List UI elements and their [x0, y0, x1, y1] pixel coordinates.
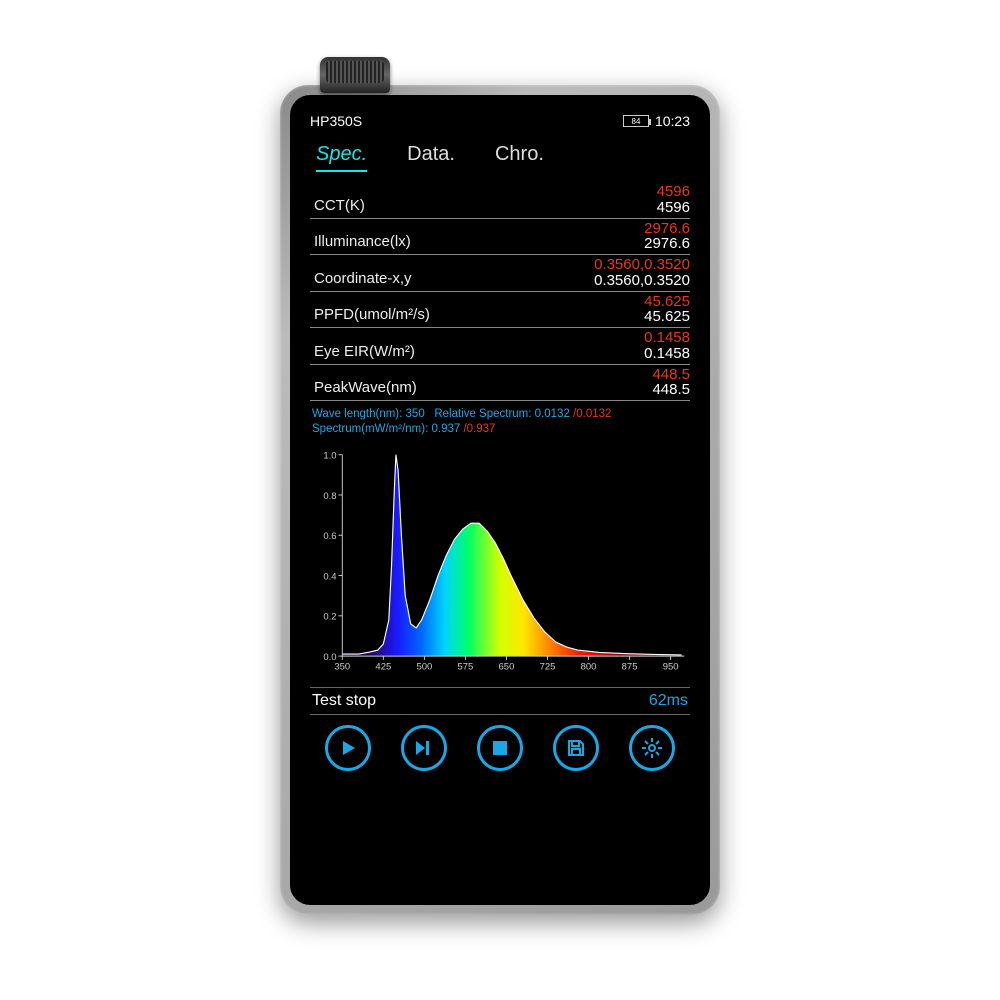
tab-data[interactable]: Data.	[407, 143, 455, 172]
svg-text:350: 350	[334, 661, 350, 672]
spectrum-readout: Wave length(nm): 350 Relative Spectrum: …	[312, 407, 690, 437]
svg-text:0.4: 0.4	[323, 571, 336, 582]
svg-text:650: 650	[499, 661, 515, 672]
reading-row: PPFD(umol/m²/s) 45.625 45.625	[310, 292, 690, 329]
reading-row: CCT(K) 4596 4596	[310, 182, 690, 219]
reading-value-white: 0.3560,0.3520	[594, 272, 690, 289]
reading-label: Eye EIR(W/m²)	[314, 343, 415, 362]
reading-value-white: 2976.6	[644, 235, 690, 252]
reading-label: PPFD(umol/m²/s)	[314, 306, 430, 325]
stop-button[interactable]	[477, 725, 523, 771]
reading-label: CCT(K)	[314, 197, 365, 216]
svg-text:500: 500	[416, 661, 432, 672]
reading-value-red: 4596	[657, 183, 690, 200]
reading-value-red: 448.5	[652, 366, 690, 383]
svg-text:725: 725	[540, 661, 556, 672]
footer-bar: Test stop 62ms	[310, 687, 690, 715]
save-button[interactable]	[553, 725, 599, 771]
reading-row: Coordinate-x,y 0.3560,0.3520 0.3560,0.35…	[310, 255, 690, 292]
model-label: HP350S	[310, 113, 362, 129]
reading-value-white: 4596	[657, 199, 690, 216]
svg-text:800: 800	[581, 661, 597, 672]
svg-text:0.6: 0.6	[323, 531, 336, 542]
svg-text:950: 950	[663, 661, 679, 672]
device-body: HP350S 84 10:23 Spec. Data. Chro. CCT(K) 4…	[280, 85, 720, 915]
spectrum-svg: 0.00.20.40.60.81.03504255005756507258008…	[310, 443, 690, 683]
reading-label: PeakWave(nm)	[314, 379, 417, 398]
svg-text:575: 575	[457, 661, 473, 672]
svg-text:0.8: 0.8	[323, 491, 336, 502]
reading-value-red: 0.3560,0.3520	[594, 256, 690, 273]
readings-table: CCT(K) 4596 4596Illuminance(lx) 2976.6 2…	[310, 182, 690, 401]
clock: 10:23	[655, 113, 690, 129]
integration-time: 62ms	[649, 692, 688, 710]
physical-knob	[320, 57, 390, 93]
tab-chro[interactable]: Chro.	[495, 143, 544, 172]
screen: HP350S 84 10:23 Spec. Data. Chro. CCT(K) 4…	[290, 95, 710, 905]
reading-value-white: 45.625	[644, 308, 690, 325]
reading-value-red: 45.625	[644, 293, 690, 310]
reading-label: Illuminance(lx)	[314, 233, 411, 252]
play-button[interactable]	[325, 725, 371, 771]
svg-text:875: 875	[622, 661, 638, 672]
test-status: Test stop	[312, 692, 376, 710]
settings-button[interactable]	[629, 725, 675, 771]
svg-text:1.0: 1.0	[323, 450, 336, 461]
reading-value-red: 0.1458	[644, 329, 690, 346]
tab-spec[interactable]: Spec.	[316, 143, 367, 172]
status-bar: HP350S 84 10:23	[310, 113, 690, 129]
control-bar	[310, 725, 690, 771]
reading-value-white: 448.5	[652, 381, 690, 398]
reading-value-white: 0.1458	[644, 345, 690, 362]
reading-value-red: 2976.6	[644, 220, 690, 237]
spectrum-chart: 0.00.20.40.60.81.03504255005756507258008…	[310, 443, 690, 683]
reading-row: PeakWave(nm) 448.5 448.5	[310, 365, 690, 402]
svg-text:0.2: 0.2	[323, 611, 336, 622]
battery-icon: 84	[623, 115, 649, 127]
tab-bar: Spec. Data. Chro.	[310, 143, 690, 172]
play-next-button[interactable]	[401, 725, 447, 771]
reading-row: Illuminance(lx) 2976.6 2976.6	[310, 219, 690, 256]
reading-row: Eye EIR(W/m²) 0.1458 0.1458	[310, 328, 690, 365]
svg-text:425: 425	[375, 661, 391, 672]
reading-label: Coordinate-x,y	[314, 270, 412, 289]
